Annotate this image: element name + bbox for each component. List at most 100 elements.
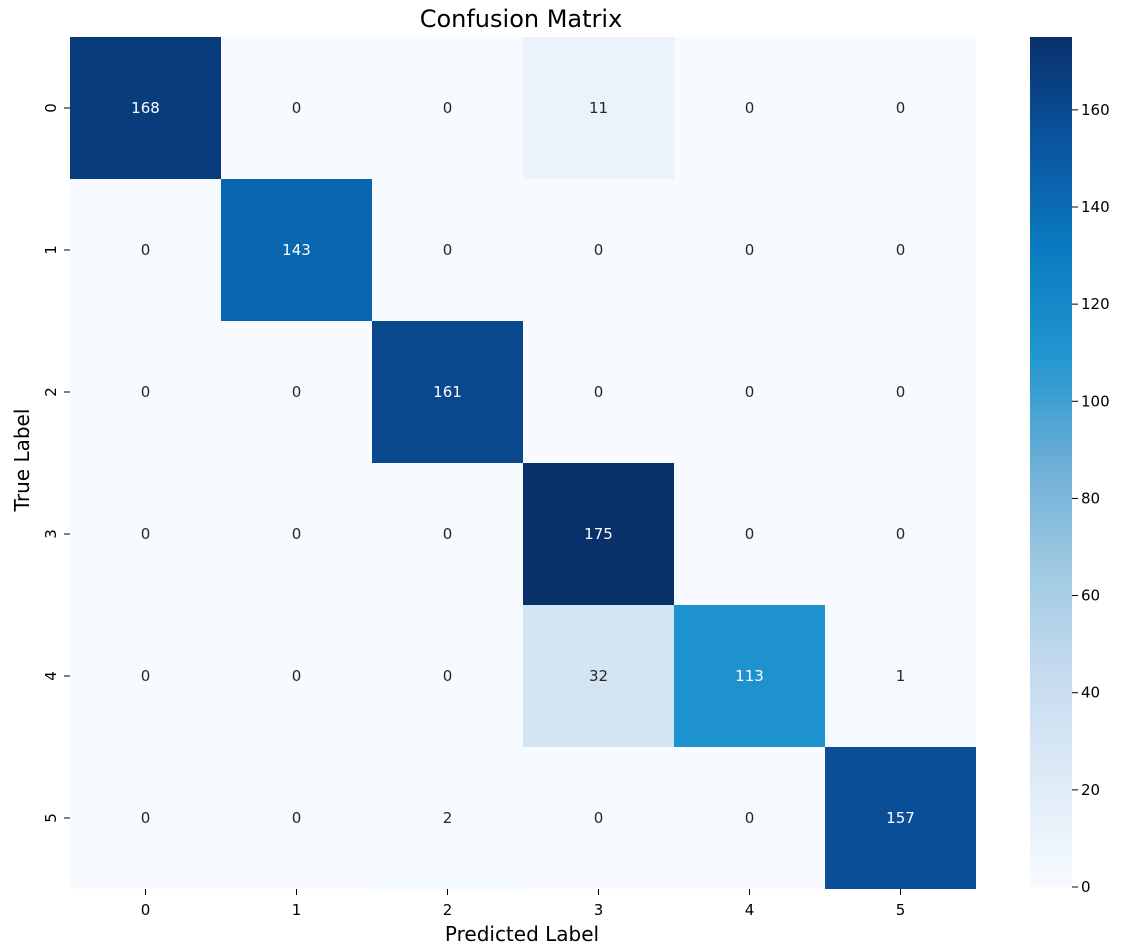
x-tick-label-2: 2 — [443, 901, 453, 919]
cell-value-r2-c5: 0 — [896, 383, 906, 401]
x-tick-label-4: 4 — [745, 901, 755, 919]
cell-value-r4-c2: 0 — [443, 667, 453, 685]
cell-value-r2-c1: 0 — [292, 383, 302, 401]
x-tick-label-1: 1 — [292, 901, 302, 919]
heatmap-cell-r3-c2 — [372, 463, 523, 605]
heatmap-cell-r5-c0 — [70, 747, 221, 889]
heatmap-cell-r0-c1 — [221, 37, 372, 179]
cell-value-r5-c4: 0 — [745, 809, 755, 827]
cell-value-r1-c2: 0 — [443, 241, 453, 259]
heatmap-cell-labels: 168 0 0 11 0 00 143 0 0 0 00 0 161 0 0 00 0 0 175 0 00 0 0 32 11… — [131, 99, 915, 827]
colorbar-tick-label-0: 0 — [1081, 878, 1091, 896]
heatmap-cell-r3-c3 — [523, 463, 674, 605]
heatmap-cells — [70, 37, 976, 889]
cell-value-r5-c0: 0 — [141, 809, 151, 827]
heatmap-cell-r1-c1 — [221, 179, 372, 321]
heatmap-cell-r2-c5 — [825, 321, 976, 463]
y-tick-label-0: 0 — [42, 103, 60, 113]
cell-value-r1-c1: 143 — [282, 241, 311, 259]
heatmap-cell-r1-c5 — [825, 179, 976, 321]
x-tick-label-0: 0 — [141, 901, 151, 919]
heatmap-cell-r2-c2 — [372, 321, 523, 463]
cell-value-r1-c5: 0 — [896, 241, 906, 259]
chart-title: Confusion Matrix — [420, 5, 623, 33]
heatmap-cell-r4-c2 — [372, 605, 523, 747]
heatmap-cell-r0-c2 — [372, 37, 523, 179]
colorbar-tick-label-120: 120 — [1081, 295, 1110, 313]
y-tick-label-2: 2 — [42, 387, 60, 397]
cell-value-r0-c5: 0 — [896, 99, 906, 117]
cell-value-r4-c3: 32 — [589, 667, 608, 685]
y-tick-label-5: 5 — [42, 813, 60, 823]
heatmap-cell-r5-c1 — [221, 747, 372, 889]
cell-value-r4-c5: 1 — [896, 667, 906, 685]
heatmap-cell-r3-c5 — [825, 463, 976, 605]
colorbar-tick-label-60: 60 — [1081, 587, 1100, 605]
heatmap-cell-r3-c1 — [221, 463, 372, 605]
heatmap-cell-r4-c0 — [70, 605, 221, 747]
colorbar-tick-label-160: 160 — [1081, 101, 1110, 119]
y-tick-label-1: 1 — [42, 245, 60, 255]
cell-value-r2-c0: 0 — [141, 383, 151, 401]
cell-value-r3-c3: 175 — [584, 525, 613, 543]
y-tick-label-4: 4 — [42, 671, 60, 681]
y-axis-ticks: 0 1 2 3 4 5 — [42, 103, 70, 823]
colorbar-tick-label-140: 140 — [1081, 198, 1110, 216]
heatmap-cell-r5-c4 — [674, 747, 825, 889]
cell-value-r0-c0: 168 — [131, 99, 160, 117]
cell-value-r1-c3: 0 — [594, 241, 604, 259]
heatmap-cell-r2-c3 — [523, 321, 674, 463]
cell-value-r0-c4: 0 — [745, 99, 755, 117]
cell-value-r0-c3: 11 — [589, 99, 608, 117]
heatmap-cell-r5-c2 — [372, 747, 523, 889]
cell-value-r4-c4: 113 — [735, 667, 764, 685]
cell-value-r0-c2: 0 — [443, 99, 453, 117]
heatmap-cell-r4-c3 — [523, 605, 674, 747]
cell-value-r5-c2: 2 — [443, 809, 453, 827]
colorbar-tick-label-40: 40 — [1081, 684, 1100, 702]
heatmap-cell-r0-c4 — [674, 37, 825, 179]
heatmap-cell-r0-c0 — [70, 37, 221, 179]
colorbar-tick-label-20: 20 — [1081, 781, 1100, 799]
colorbar-tick-label-80: 80 — [1081, 489, 1100, 507]
colorbar — [1030, 37, 1072, 887]
cell-value-r2-c2: 161 — [433, 383, 462, 401]
colorbar-tick-label-100: 100 — [1081, 392, 1110, 410]
x-tick-label-5: 5 — [896, 901, 906, 919]
colorbar-ticks: 0 20 40 60 80 100 120 140 160 — [1072, 101, 1110, 896]
heatmap-cell-r0-c3 — [523, 37, 674, 179]
heatmap-cell-r2-c1 — [221, 321, 372, 463]
cell-value-r3-c5: 0 — [896, 525, 906, 543]
heatmap-cell-r4-c5 — [825, 605, 976, 747]
heatmap-cell-r2-c0 — [70, 321, 221, 463]
x-axis-ticks: 0 1 2 3 4 5 — [141, 889, 906, 919]
heatmap-cell-r5-c5 — [825, 747, 976, 889]
heatmap-cell-r2-c4 — [674, 321, 825, 463]
cell-value-r3-c1: 0 — [292, 525, 302, 543]
cell-value-r5-c3: 0 — [594, 809, 604, 827]
cell-value-r5-c1: 0 — [292, 809, 302, 827]
heatmap-cell-r5-c3 — [523, 747, 674, 889]
y-tick-label-3: 3 — [42, 529, 60, 539]
cell-value-r1-c0: 0 — [141, 241, 151, 259]
heatmap-cell-r1-c3 — [523, 179, 674, 321]
cell-value-r3-c4: 0 — [745, 525, 755, 543]
heatmap-cell-r4-c1 — [221, 605, 372, 747]
cell-value-r4-c1: 0 — [292, 667, 302, 685]
heatmap-cell-r1-c0 — [70, 179, 221, 321]
cell-value-r3-c0: 0 — [141, 525, 151, 543]
x-axis-label: Predicted Label — [445, 922, 599, 946]
heatmap-cell-r3-c0 — [70, 463, 221, 605]
cell-value-r0-c1: 0 — [292, 99, 302, 117]
cell-value-r2-c4: 0 — [745, 383, 755, 401]
cell-value-r3-c2: 0 — [443, 525, 453, 543]
y-axis-label: True Label — [10, 409, 34, 513]
heatmap-cell-r1-c2 — [372, 179, 523, 321]
cell-value-r5-c5: 157 — [886, 809, 915, 827]
heatmap-cell-r0-c5 — [825, 37, 976, 179]
x-tick-label-3: 3 — [594, 901, 604, 919]
cell-value-r1-c4: 0 — [745, 241, 755, 259]
heatmap-cell-r4-c4 — [674, 605, 825, 747]
